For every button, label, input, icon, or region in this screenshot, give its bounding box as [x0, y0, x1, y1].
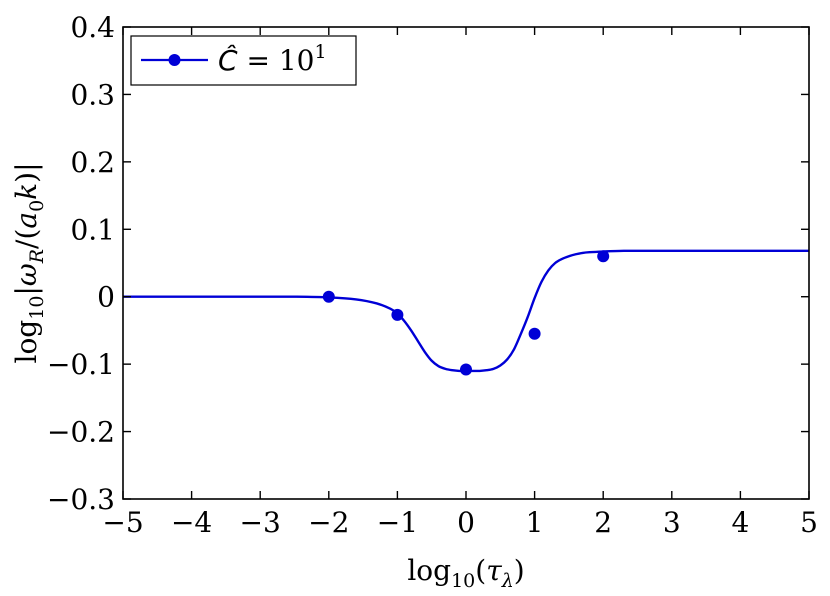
- y-tick-label: −0.3: [47, 483, 115, 516]
- svg-text:log10(τλ): log10(τλ): [407, 554, 524, 591]
- x-tick-labels: −5 −4 −3 −2 −1 0 1 2 3 4 5: [102, 506, 818, 539]
- data-point: [597, 250, 610, 263]
- x-tick-label: −3: [240, 506, 281, 539]
- y-tick-label: 0.2: [70, 146, 115, 179]
- x-tick-label: −5: [102, 506, 143, 539]
- x-tick-label: −2: [308, 506, 349, 539]
- y-tick-label: 0.1: [70, 213, 115, 246]
- x-tick-label: −4: [171, 506, 212, 539]
- y-tick-label: 0.3: [70, 78, 115, 111]
- series-line: [123, 249, 809, 373]
- x-tick-label: 5: [800, 506, 818, 539]
- x-tick-label: 4: [731, 506, 749, 539]
- series-curve-layer: [123, 249, 809, 373]
- legend-marker-sample: [168, 54, 181, 66]
- x-tick-label: 3: [663, 506, 681, 539]
- x-tick-label: 1: [526, 506, 544, 539]
- y-tick-label: 0: [97, 281, 115, 314]
- data-point: [391, 308, 404, 321]
- y-tick-label: −0.2: [47, 416, 115, 449]
- plot-frame: [122, 26, 810, 500]
- y-tick-label: 0.4: [70, 11, 115, 44]
- legend-entry-label: Ĉ = 101: [218, 41, 327, 77]
- x-axis-title: log10(τλ): [407, 554, 524, 592]
- series-markers-layer: [322, 250, 610, 376]
- x-tick-label: 2: [594, 506, 612, 539]
- svg-text:log10|ωR/(a0k)|: log10|ωR/(a0k)|: [10, 162, 48, 363]
- data-point: [460, 363, 472, 376]
- data-point: [322, 290, 335, 303]
- legend-box: [130, 35, 357, 86]
- data-point: [528, 327, 541, 340]
- x-tick-label: −1: [377, 506, 418, 539]
- axis-ticks-layer: [122, 26, 810, 500]
- x-tick-label: 0: [457, 506, 475, 539]
- y-tick-labels: −0.3 −0.2 −0.1 0 0.1 0.2 0.3 0.4: [47, 11, 115, 516]
- legend: Ĉ = 101: [130, 35, 357, 86]
- y-axis-title: log10|ωR/(a0k)|: [10, 162, 48, 363]
- y-tick-label: −0.1: [47, 348, 115, 381]
